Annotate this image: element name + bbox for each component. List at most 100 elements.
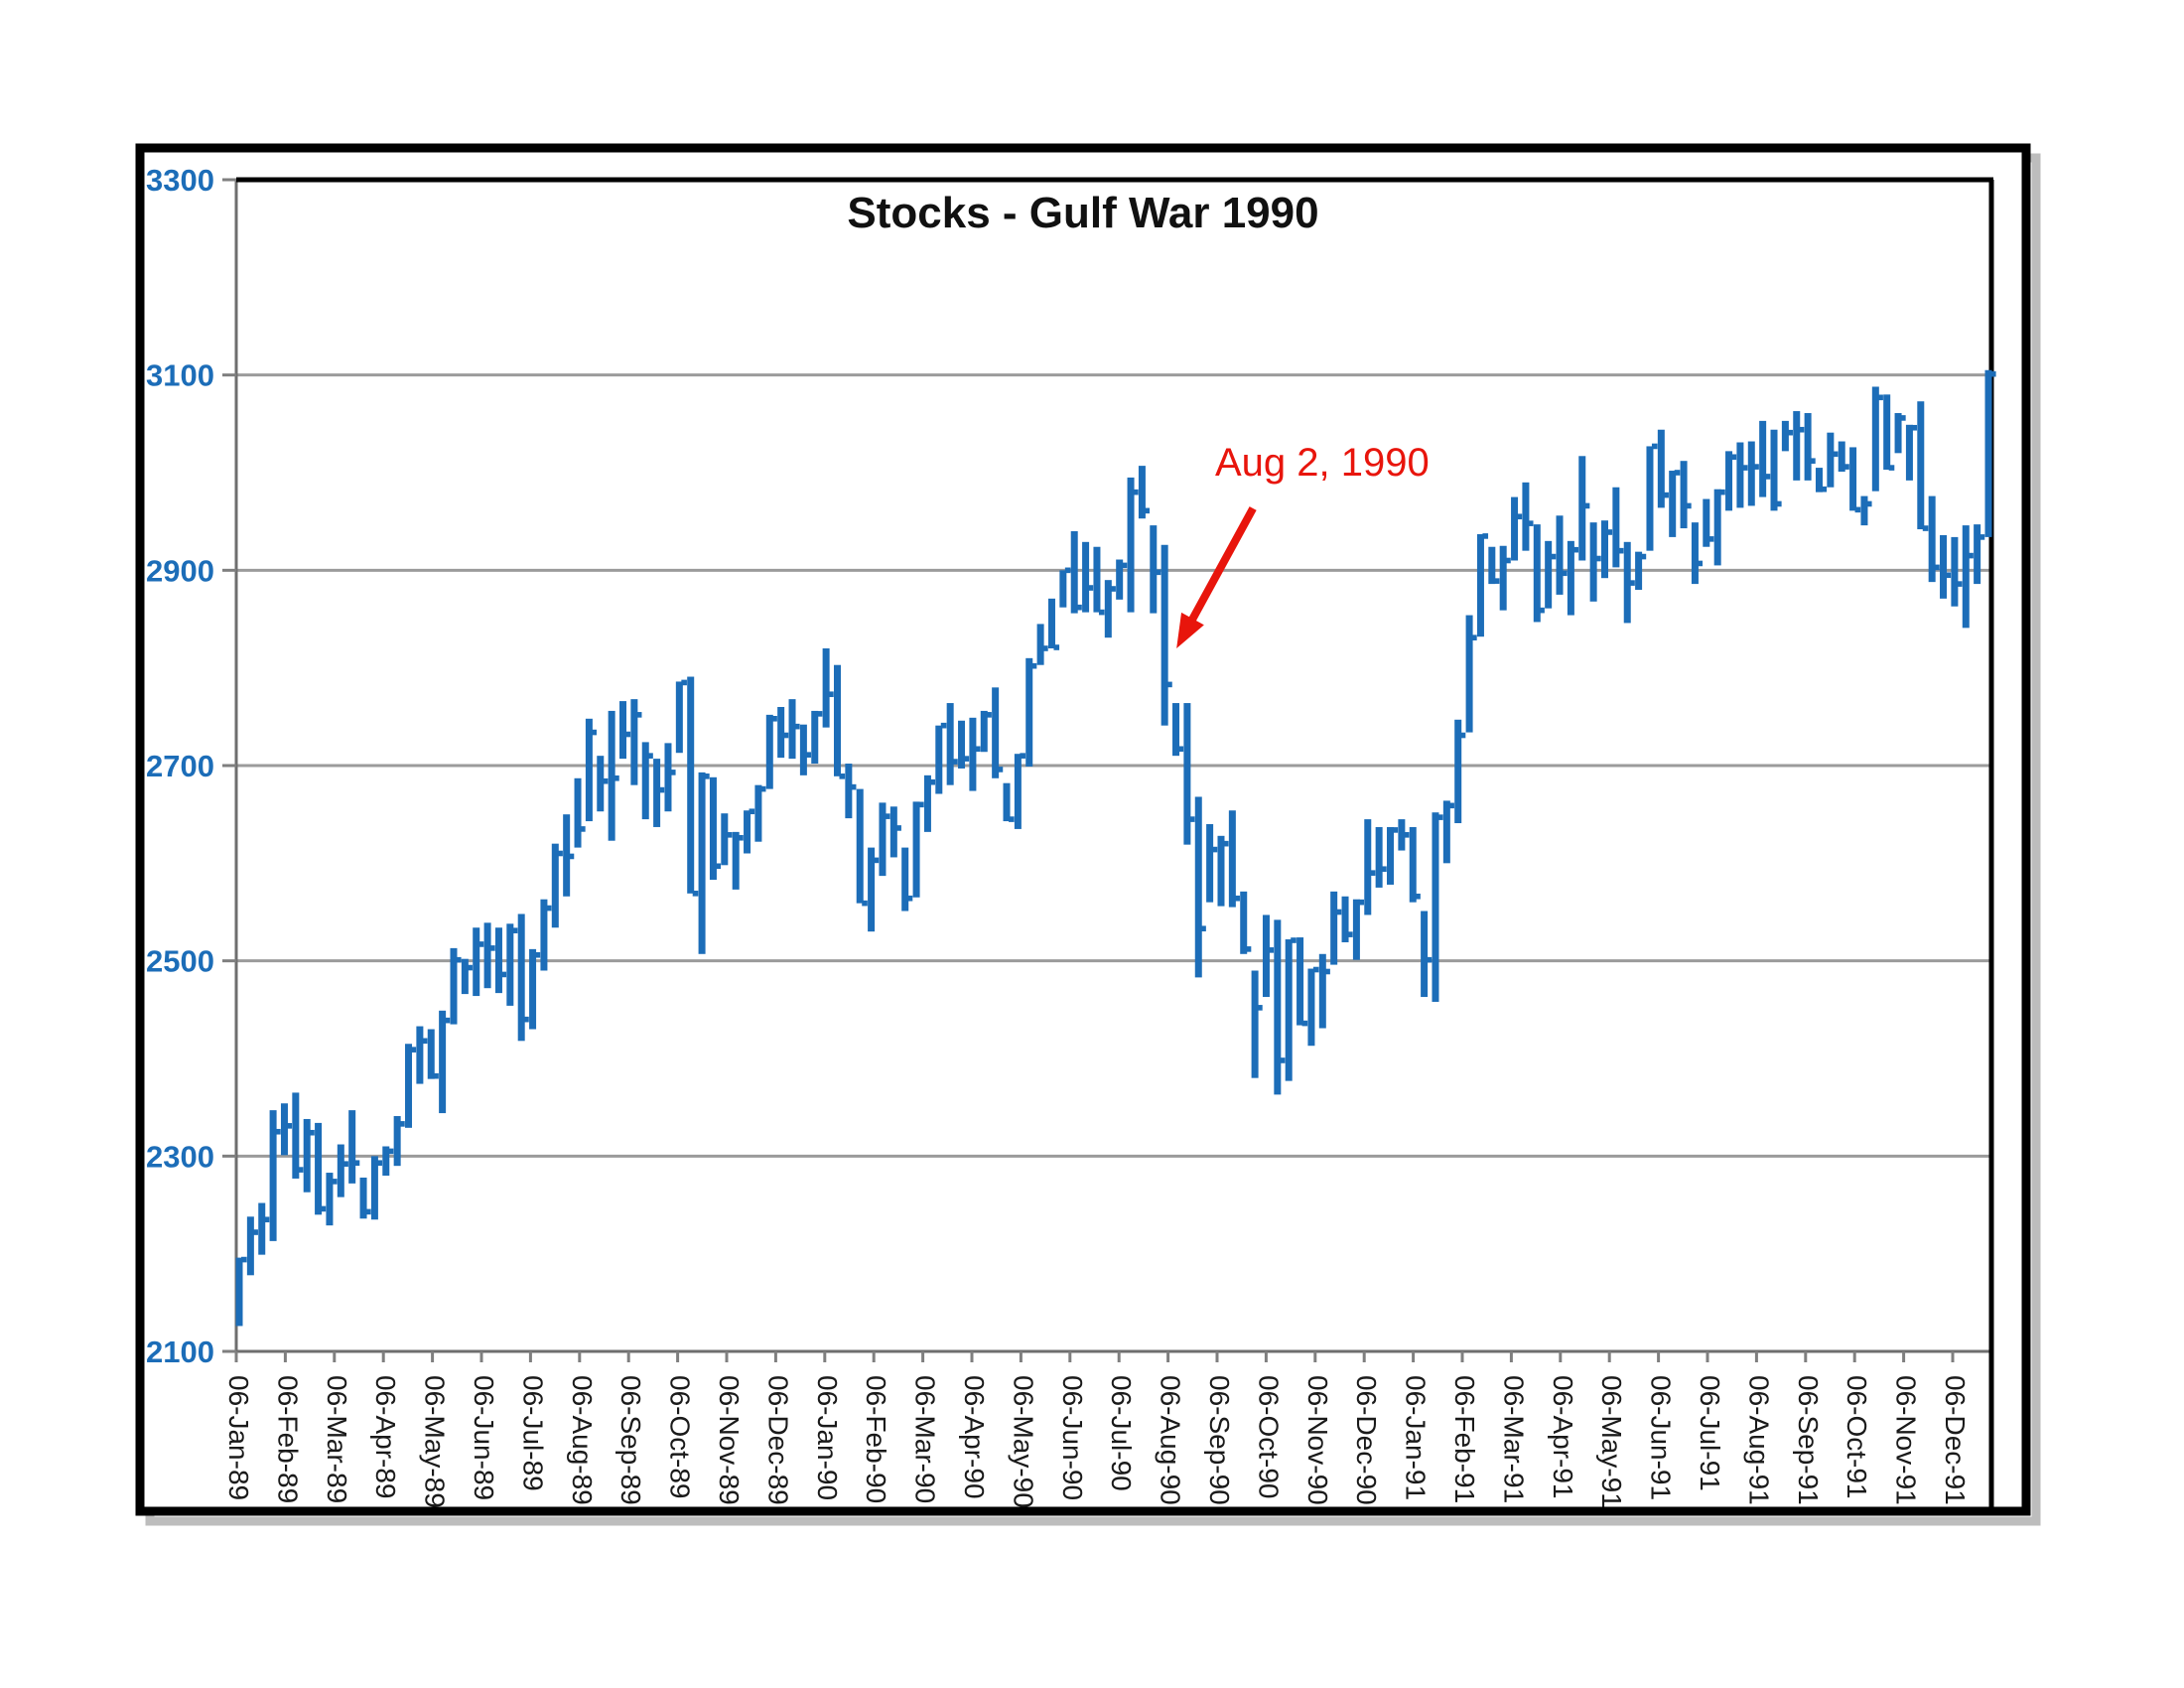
price-bar xyxy=(1827,432,1835,488)
x-axis-label: 06-Nov-89 xyxy=(714,1375,745,1505)
close-tick xyxy=(1539,607,1545,614)
price-bar xyxy=(1545,540,1553,609)
close-tick xyxy=(286,1123,293,1129)
close-tick xyxy=(940,722,947,729)
close-tick xyxy=(1188,816,1195,822)
close-tick xyxy=(1730,454,1737,461)
close-tick xyxy=(1865,500,1872,507)
close-tick xyxy=(1934,564,1940,571)
y-axis-label: 2700 xyxy=(146,749,214,783)
x-axis-label: 06-Jul-89 xyxy=(517,1375,548,1491)
price-bar xyxy=(473,927,480,997)
price-bar xyxy=(393,1116,401,1167)
close-tick xyxy=(421,1038,428,1045)
close-tick xyxy=(1798,426,1805,433)
close-tick xyxy=(1493,578,1500,584)
close-tick xyxy=(1505,557,1511,564)
price-bar xyxy=(1127,477,1135,613)
price-bar xyxy=(585,718,593,822)
price-bar xyxy=(461,958,469,995)
close-tick xyxy=(1222,840,1229,847)
close-tick xyxy=(1562,570,1568,577)
close-tick xyxy=(1776,500,1782,507)
x-axis-label: 06-Aug-89 xyxy=(567,1375,598,1505)
x-axis-label: 06-Mar-89 xyxy=(322,1375,352,1503)
close-tick xyxy=(1877,394,1883,401)
price-bar xyxy=(1465,615,1473,733)
close-tick xyxy=(704,774,710,779)
close-tick xyxy=(1516,513,1523,520)
close-tick xyxy=(275,1128,281,1135)
x-axis-label: 06-Oct-90 xyxy=(1253,1375,1284,1499)
price-bar xyxy=(1736,442,1744,508)
price-bar xyxy=(1871,386,1879,492)
x-axis-label: 06-Jul-90 xyxy=(1106,1375,1137,1491)
x-axis-label: 06-Jan-89 xyxy=(223,1375,254,1500)
x-axis-label: 06-Nov-90 xyxy=(1302,1375,1333,1505)
price-bar xyxy=(901,847,909,912)
x-axis-label: 06-Apr-91 xyxy=(1548,1375,1578,1499)
price-bar xyxy=(822,648,830,728)
price-bar xyxy=(405,1044,413,1128)
close-tick xyxy=(489,945,495,951)
price-bar xyxy=(280,1103,288,1156)
close-tick xyxy=(1900,415,1906,421)
close-tick xyxy=(952,759,958,765)
price-bar xyxy=(1150,525,1158,614)
close-tick xyxy=(862,900,868,907)
price-bar xyxy=(992,687,1000,778)
close-tick xyxy=(647,753,653,759)
price-bar xyxy=(946,703,954,785)
close-tick xyxy=(1753,464,1759,470)
x-axis-label: 06-Apr-90 xyxy=(959,1375,990,1499)
close-tick xyxy=(1832,451,1839,458)
close-tick xyxy=(580,826,586,832)
close-tick xyxy=(1911,424,1918,431)
price-bar xyxy=(563,814,571,897)
close-tick xyxy=(399,1121,405,1127)
price-bar xyxy=(1206,824,1214,903)
close-tick xyxy=(309,1129,315,1136)
x-axis-label: 06-Dec-91 xyxy=(1940,1375,1971,1505)
price-bar xyxy=(359,1177,367,1219)
price-bar xyxy=(1251,970,1259,1078)
close-tick xyxy=(1651,443,1658,450)
close-tick xyxy=(1392,827,1399,833)
chart-frame xyxy=(135,143,2041,1526)
price-bar xyxy=(1713,489,1721,566)
close-tick xyxy=(1009,816,1015,822)
price-bar xyxy=(1183,703,1191,845)
price-bar xyxy=(1747,441,1755,506)
price-bar xyxy=(912,801,920,898)
price-bar xyxy=(1262,914,1270,998)
price-bar xyxy=(845,764,853,819)
x-axis-label: 06-May-89 xyxy=(420,1375,451,1508)
price-bar xyxy=(337,1144,344,1197)
price-bar xyxy=(1815,468,1823,492)
price-bar xyxy=(529,948,537,1030)
x-axis-label: 06-Feb-90 xyxy=(861,1375,891,1503)
close-tick xyxy=(1550,553,1557,560)
x-axis-label: 06-Sep-89 xyxy=(615,1375,646,1505)
price-bar xyxy=(1014,754,1022,829)
price-bar xyxy=(1488,546,1496,585)
price-bar xyxy=(811,710,819,765)
price-bars xyxy=(235,369,1996,1327)
price-bar xyxy=(517,914,525,1042)
x-axis-label: 06-Aug-90 xyxy=(1156,1375,1186,1505)
price-bar xyxy=(1082,541,1090,613)
price-bar xyxy=(1905,424,1913,481)
close-tick xyxy=(1064,567,1071,574)
close-tick xyxy=(614,774,619,781)
close-tick xyxy=(591,729,597,736)
close-tick xyxy=(929,778,936,785)
price-bar xyxy=(1703,498,1710,547)
price-bar xyxy=(709,776,717,881)
price-bar xyxy=(246,1216,254,1276)
price-bar xyxy=(833,664,841,776)
close-tick xyxy=(467,964,473,971)
close-tick xyxy=(1956,581,1963,587)
close-tick xyxy=(794,723,800,730)
close-tick xyxy=(828,691,834,698)
price-bar xyxy=(1104,580,1112,638)
